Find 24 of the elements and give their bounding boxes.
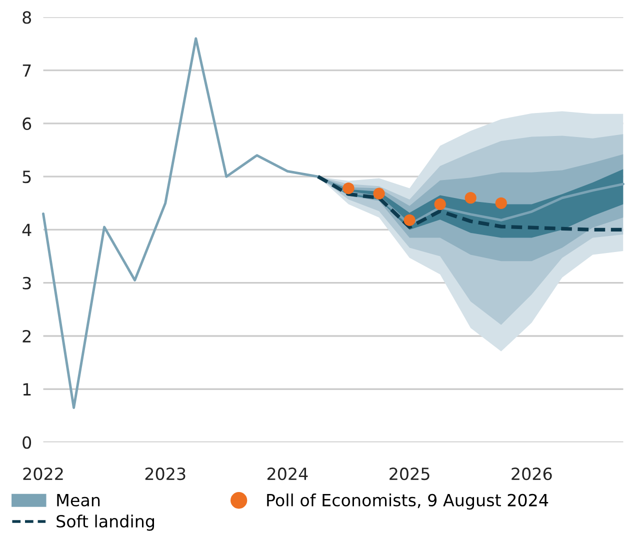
y-tick-label: 4: [22, 224, 32, 236]
point: [342, 182, 354, 194]
y-tick-label: 0: [22, 436, 32, 449]
legend-label: Mean: [57, 494, 100, 506]
point: [464, 192, 476, 204]
x-tick-label: 2026: [512, 468, 552, 480]
y-tick-label: 7: [22, 64, 31, 77]
x-tick-label: 2025: [390, 468, 430, 480]
y-tick-label: 2: [22, 330, 30, 342]
y-tick-label: 5: [22, 170, 31, 184]
legend-label: Poll of Economists, 9 August 2024: [267, 494, 548, 510]
x-tick-label: 2024: [267, 468, 308, 480]
line-series: [42, 37, 624, 409]
y-tick-label: 3: [22, 276, 31, 290]
point: [434, 198, 446, 210]
y-tick-label: 1: [23, 383, 31, 396]
point: [373, 188, 385, 200]
legend-label: Soft landing: [56, 514, 154, 531]
x-tick-label: 2023: [145, 468, 186, 480]
x-tick-label: 2022: [23, 468, 63, 480]
y-tick-label: 6: [22, 117, 32, 130]
point: [495, 197, 507, 209]
y-tick-label: 8: [22, 11, 32, 24]
point: [404, 214, 416, 226]
